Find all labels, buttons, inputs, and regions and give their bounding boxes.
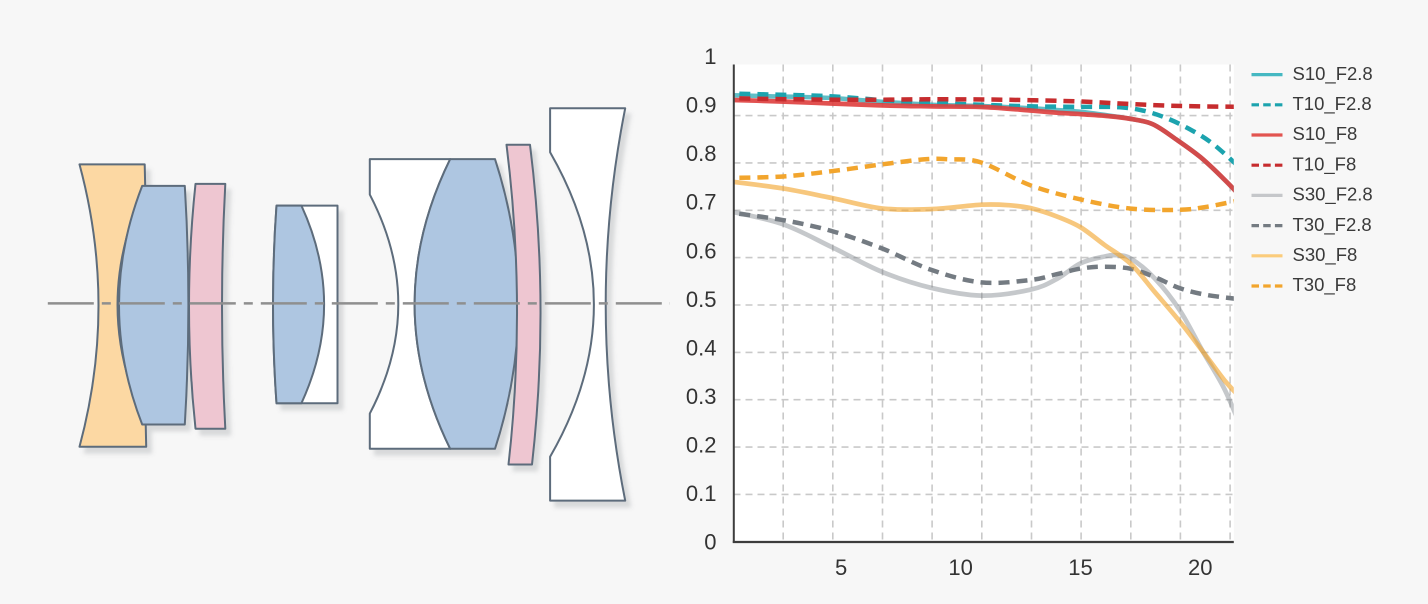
svg-text:0.6: 0.6: [686, 238, 717, 263]
svg-text:0: 0: [704, 530, 716, 555]
svg-text:0.8: 0.8: [686, 141, 717, 166]
svg-text:10: 10: [948, 555, 972, 580]
svg-text:0.1: 0.1: [686, 481, 717, 506]
svg-text:T30_F2.8: T30_F2.8: [1293, 214, 1372, 236]
svg-text:T10_F2.8: T10_F2.8: [1293, 93, 1372, 115]
svg-text:0.5: 0.5: [686, 287, 717, 312]
svg-text:T10_F8: T10_F8: [1293, 153, 1357, 175]
svg-text:0.3: 0.3: [686, 384, 717, 409]
svg-text:15: 15: [1068, 555, 1092, 580]
svg-text:0.4: 0.4: [686, 335, 717, 360]
svg-text:S10_F2.8: S10_F2.8: [1293, 63, 1373, 85]
svg-text:0.7: 0.7: [686, 190, 717, 215]
svg-text:S30_F2.8: S30_F2.8: [1293, 184, 1373, 206]
svg-text:S30_F8: S30_F8: [1293, 244, 1358, 266]
svg-text:20: 20: [1188, 555, 1212, 580]
svg-text:0.9: 0.9: [686, 93, 717, 118]
svg-text:5: 5: [835, 555, 847, 580]
svg-text:S10_F8: S10_F8: [1293, 123, 1358, 145]
svg-text:T30_F8: T30_F8: [1293, 274, 1357, 296]
svg-text:0.2: 0.2: [686, 432, 717, 457]
svg-text:1: 1: [704, 44, 716, 69]
